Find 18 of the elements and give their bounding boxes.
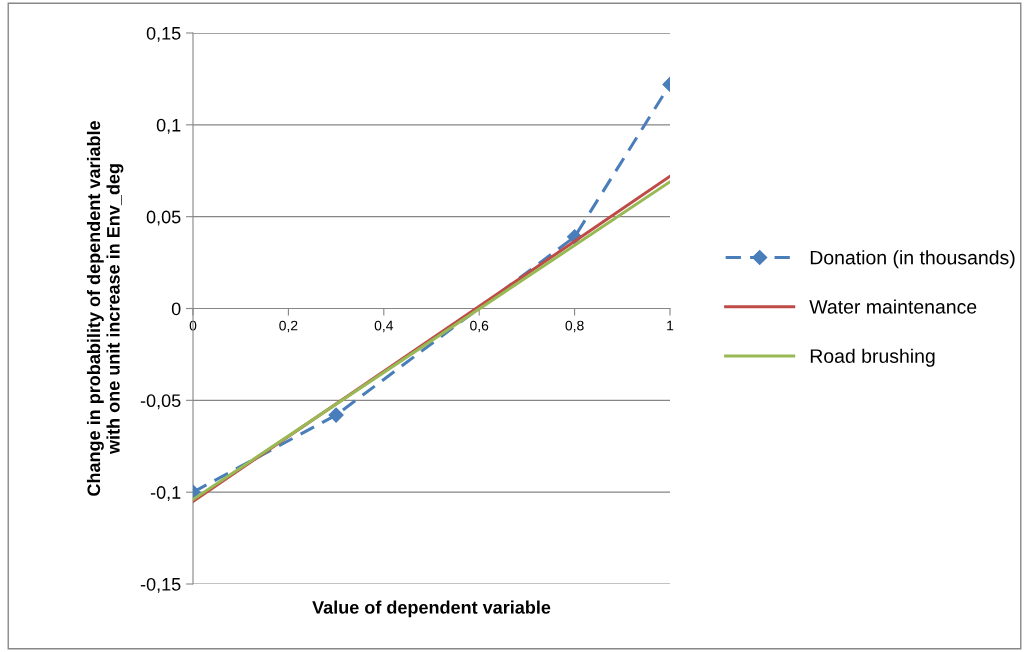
legend-label: Road brushing bbox=[810, 348, 935, 367]
x-tick-label: 0,2 bbox=[279, 320, 298, 333]
x-tick-label: 0,8 bbox=[565, 320, 584, 333]
x-tick-label: 0 bbox=[189, 320, 197, 331]
y-tick-label: -0,15 bbox=[140, 577, 181, 593]
y-axis-title: Change in probability of dependent variable with one unit increase in Env_deg bbox=[86, 121, 124, 496]
legend-label: Water maintenance bbox=[809, 299, 977, 314]
x-tick-label: 0,6 bbox=[470, 320, 489, 333]
y-tick-label: -0,05 bbox=[140, 394, 181, 410]
x-tick-label: 0,4 bbox=[374, 320, 394, 333]
y-tick-label: 0,15 bbox=[146, 26, 181, 42]
y-tick-label: 0,05 bbox=[146, 210, 181, 226]
y-tick-label: -0,1 bbox=[150, 486, 181, 502]
x-tick-label: 1 bbox=[667, 320, 674, 331]
x-axis-title: Value of dependent variable bbox=[312, 600, 551, 618]
y-tick-label: 0,1 bbox=[156, 118, 181, 134]
y-tick-label: 0 bbox=[171, 302, 181, 316]
legend-label: Donation (in thousands) bbox=[810, 250, 1015, 269]
